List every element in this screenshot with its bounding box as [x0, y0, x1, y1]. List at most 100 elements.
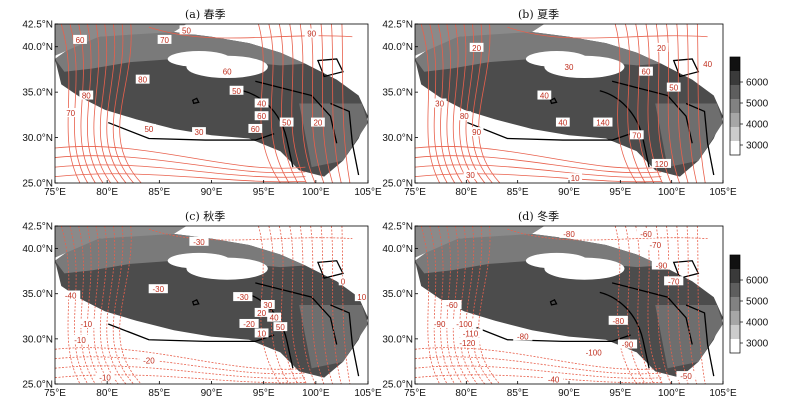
- contour-label: 30: [466, 171, 475, 180]
- terrain: [55, 226, 368, 378]
- contour-label-bg: [559, 228, 579, 238]
- lon-tick-label: 90°E: [201, 388, 223, 399]
- contour-label: -90: [434, 320, 446, 329]
- contour-label-bg: [139, 355, 159, 365]
- contour-label-bg: [676, 371, 696, 381]
- contour-label-bg: [457, 111, 472, 121]
- contour-label: 10: [257, 329, 266, 338]
- contour-label: -20: [243, 320, 255, 329]
- contour-label-bg: [432, 98, 447, 108]
- contour-label-bg: [311, 117, 325, 127]
- contour-label: 40: [703, 60, 712, 69]
- colorbar-tick-label: 6000: [746, 276, 769, 287]
- contour-label-bg: [148, 284, 168, 294]
- lon-tick-label: 75°E: [404, 388, 426, 399]
- colorbar-frame: [729, 254, 741, 354]
- contour-label-bg: [469, 127, 484, 137]
- contour-label: 70: [160, 36, 169, 45]
- contour-label: 30: [195, 128, 204, 137]
- lon-tick-label: 90°E: [558, 388, 580, 399]
- contour-label: -70: [649, 241, 661, 250]
- lat-tick-label: 25.0°N: [22, 380, 53, 391]
- contour-label-bg: [430, 318, 450, 328]
- contour-label: 20: [657, 44, 666, 53]
- colorbar-swatch: [730, 141, 740, 155]
- contour-label: -80: [563, 230, 575, 239]
- contour-label-bg: [233, 292, 253, 302]
- contour-label: -20: [143, 356, 155, 365]
- contour-label-bg: [304, 28, 319, 38]
- contour-label-bg: [229, 85, 244, 95]
- lon-tick-label: 80°E: [96, 388, 118, 399]
- contour-label: 40: [540, 92, 549, 101]
- contour-label: 20: [257, 309, 266, 318]
- contour-label: 60: [257, 112, 266, 121]
- lon-tick-label: 105°E: [354, 388, 382, 399]
- contour-label-bg: [157, 34, 172, 44]
- contour-label-bg: [700, 58, 715, 68]
- lat-tick-label: 42.5°N: [22, 20, 53, 31]
- contour-label-bg: [645, 239, 665, 249]
- contour-label-bg: [239, 318, 259, 328]
- lon-tick-label: 100°E: [302, 187, 330, 198]
- contour-label: 120: [655, 160, 669, 169]
- elevation-colorbar: 6000 5000 4000 3000: [729, 56, 769, 156]
- contour-label: 90: [307, 30, 316, 39]
- contour-label-bg: [617, 339, 638, 349]
- contour-lines: [415, 226, 708, 384]
- contour-label: -80: [612, 317, 624, 326]
- colorbar-swatch: [730, 113, 740, 127]
- contour-label: -30: [153, 285, 165, 294]
- contour-label-bg: [248, 123, 263, 133]
- contour-label: 70: [632, 131, 641, 140]
- contour-label: 50: [276, 323, 285, 332]
- contour-label: -30: [193, 238, 205, 247]
- colorbar-swatch: [730, 283, 740, 297]
- lon-tick-label: 105°E: [354, 187, 382, 198]
- colorbar-tick-label: 5000: [746, 297, 769, 308]
- contour-lines: [55, 24, 353, 183]
- lon-tick-label: 90°E: [201, 187, 223, 198]
- lat-tick-label: 42.5°N: [382, 20, 413, 31]
- lat-tick-label: 40.0°N: [22, 244, 53, 255]
- contour-label-bg: [455, 337, 480, 347]
- lat-tick-label: 30.0°N: [382, 133, 413, 144]
- contour-label: 80: [82, 92, 91, 101]
- lat-tick-label: 40.0°N: [22, 42, 53, 53]
- colorbar-swatch: [730, 85, 740, 99]
- contour-label: 60: [223, 68, 232, 77]
- contour-label-bg: [70, 334, 90, 344]
- contour-label-bg: [636, 228, 656, 238]
- lon-tick-label: 95°E: [609, 187, 631, 198]
- lon-tick-label: 80°E: [96, 187, 118, 198]
- contour-label-bg: [555, 117, 570, 127]
- colorbar-frame: [729, 56, 741, 156]
- contour-label-bg: [79, 90, 94, 100]
- lat-tick-label: 40.0°N: [382, 244, 413, 255]
- contour-label: 60: [251, 125, 260, 134]
- lon-tick-label: 85°E: [148, 388, 170, 399]
- lat-tick-label: 25.0°N: [382, 380, 413, 391]
- contour-label: -40: [65, 292, 77, 301]
- contour-label: 60: [642, 68, 651, 77]
- panel-title: (a) 春季: [185, 8, 226, 21]
- colorbar-tick-label: 6000: [746, 78, 769, 89]
- contour-label-bg: [267, 312, 281, 322]
- contour-label-bg: [254, 111, 269, 121]
- contour-label: 50: [282, 119, 291, 128]
- map-d: -80-70-90-60-100-110-120-80-90-100-80-90…: [382, 222, 737, 400]
- contour-label: 30: [435, 100, 444, 109]
- contour-label: -90: [622, 341, 634, 350]
- contour-label: 60: [76, 36, 85, 45]
- contour-label: -30: [237, 293, 249, 302]
- contour-label-bg: [463, 170, 478, 180]
- panel-c: (c) 秋季 -30 -40 -30 -10 -20 -30 -20 -10 10 20 30 40 5…: [0, 204, 390, 407]
- contour-lines: [55, 226, 353, 384]
- lon-tick-label: 100°E: [658, 388, 686, 399]
- contour-label-bg: [279, 117, 294, 127]
- contour-label-bg: [537, 90, 552, 100]
- lat-tick-label: 25.0°N: [22, 179, 53, 190]
- contour-label: 30: [263, 301, 272, 310]
- contour-label-bg: [651, 158, 671, 168]
- contour-label-bg: [581, 347, 606, 357]
